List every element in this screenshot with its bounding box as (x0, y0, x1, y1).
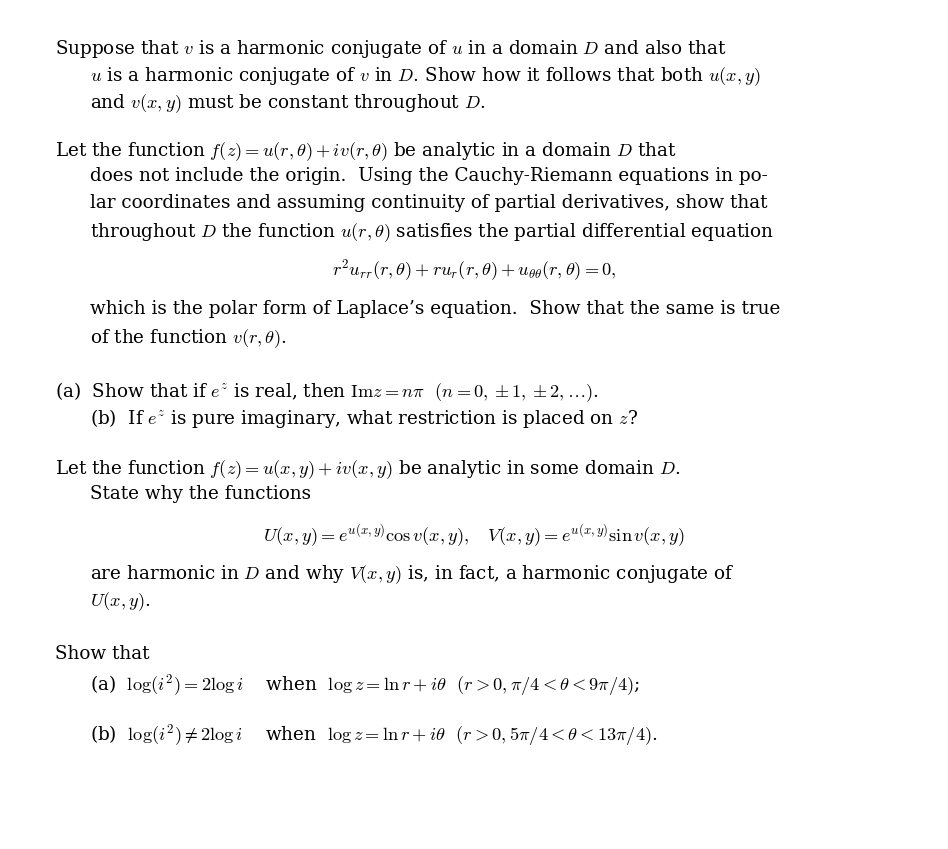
Text: lar coordinates and assuming continuity of partial derivatives, show that: lar coordinates and assuming continuity … (90, 194, 768, 212)
Text: $U(x,y) = e^{u(x,y)}\cos v(x,y),   \quad   V(x,y) = e^{u(x,y)}\sin v(x,y)$: $U(x,y) = e^{u(x,y)}\cos v(x,y), \quad V… (263, 522, 685, 548)
Text: (a)  $\log(i^2) = 2\log i$    when  $\log z = \ln r + i\theta$  $(r > 0, \pi/4 <: (a) $\log(i^2) = 2\log i$ when $\log z =… (90, 672, 640, 698)
Text: Show that: Show that (55, 645, 150, 663)
Text: Suppose that $v$ is a harmonic conjugate of $u$ in a domain $D$ and also that: Suppose that $v$ is a harmonic conjugate… (55, 38, 727, 60)
Text: of the function $v(r, \theta)$.: of the function $v(r, \theta)$. (90, 327, 286, 350)
Text: which is the polar form of Laplace’s equation.  Show that the same is true: which is the polar form of Laplace’s equ… (90, 300, 780, 318)
Text: are harmonic in $D$ and why $V(x, y)$ is, in fact, a harmonic conjugate of: are harmonic in $D$ and why $V(x, y)$ is… (90, 563, 735, 586)
Text: and $v(x, y)$ must be constant throughout $D$.: and $v(x, y)$ must be constant throughou… (90, 92, 485, 115)
Text: $r^2u_{rr}(r, \theta) + ru_r(r, \theta) + u_{\theta\theta}(r, \theta) = 0,$: $r^2u_{rr}(r, \theta) + ru_r(r, \theta) … (332, 258, 616, 284)
Text: (b)  $\log(i^2) \neq 2\log i$    when  $\log z = \ln r + i\theta$  $(r > 0, 5\pi: (b) $\log(i^2) \neq 2\log i$ when $\log … (90, 722, 657, 748)
Text: does not include the origin.  Using the Cauchy-Riemann equations in po-: does not include the origin. Using the C… (90, 167, 768, 185)
Text: State why the functions: State why the functions (90, 485, 311, 503)
Text: $u$ is a harmonic conjugate of $v$ in $D$. Show how it follows that both $u(x, y: $u$ is a harmonic conjugate of $v$ in $D… (90, 65, 760, 87)
Text: (b)  If $e^z$ is pure imaginary, what restriction is placed on $z$?: (b) If $e^z$ is pure imaginary, what res… (90, 407, 638, 430)
Text: Let the function $f(z) = u(x, y) + iv(x, y)$ be analytic in some domain $D$.: Let the function $f(z) = u(x, y) + iv(x,… (55, 458, 681, 481)
Text: (a)  Show that if $e^z$ is real, then $\mathrm{Im}z = n\pi$  $(n = 0, \pm1, \pm2: (a) Show that if $e^z$ is real, then $\m… (55, 380, 599, 404)
Text: $U(x, y)$.: $U(x, y)$. (90, 590, 151, 613)
Text: Let the function $f(z) = u(r, \theta) + iv(r, \theta)$ be analytic in a domain $: Let the function $f(z) = u(r, \theta) + … (55, 140, 677, 163)
Text: throughout $D$ the function $u(r, \theta)$ satisfies the partial differential eq: throughout $D$ the function $u(r, \theta… (90, 221, 774, 244)
